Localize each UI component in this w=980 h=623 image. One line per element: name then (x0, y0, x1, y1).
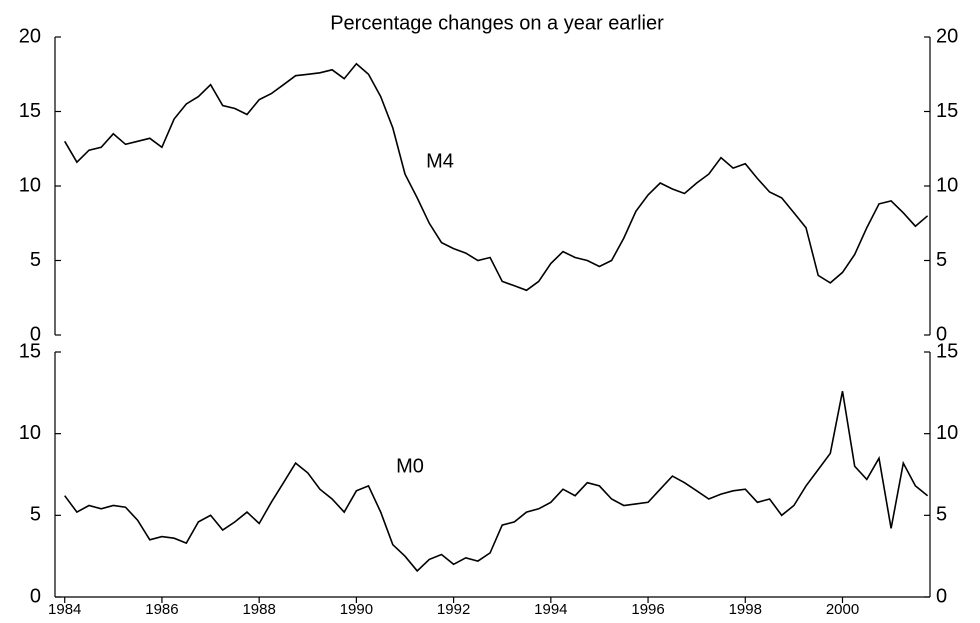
x-tick-label: 1990 (340, 601, 373, 618)
y-tick-label-right: 0 (936, 323, 947, 345)
x-tick-label: 1996 (631, 601, 664, 618)
x-tick-label: 1986 (145, 601, 178, 618)
series-label: M0 (396, 455, 424, 477)
y-tick-label-right: 10 (936, 422, 958, 444)
x-tick-label: 1998 (729, 601, 762, 618)
x-tick-label: 1992 (437, 601, 470, 618)
series-label: M4 (426, 150, 454, 172)
y-tick-label: 10 (19, 422, 41, 444)
y-tick-label-right: 15 (936, 340, 958, 362)
x-tick-label: 1994 (534, 601, 567, 618)
y-tick-label-right: 5 (936, 504, 947, 526)
y-tick-label: 5 (30, 249, 41, 271)
y-tick-label: 5 (30, 504, 41, 526)
y-tick-label-right: 5 (936, 249, 947, 271)
x-tick-label: 2000 (826, 601, 859, 618)
y-tick-label: 15 (19, 340, 41, 362)
y-tick-label-right: 0 (936, 585, 947, 607)
y-tick-label: 0 (30, 585, 41, 607)
series-line (64, 62, 929, 292)
y-tick-label: 10 (19, 174, 41, 196)
y-tick-label: 0 (30, 323, 41, 345)
y-tick-label-right: 15 (936, 100, 958, 122)
y-tick-label: 20 (19, 25, 41, 47)
x-tick-label: 1988 (242, 601, 275, 618)
y-tick-label-right: 10 (936, 174, 958, 196)
series-line (64, 391, 929, 573)
chart-title: Percentage changes on a year earlier (330, 12, 664, 34)
y-tick-label-right: 20 (936, 25, 958, 47)
y-tick-label: 15 (19, 100, 41, 122)
x-tick-label: 1984 (48, 601, 81, 618)
